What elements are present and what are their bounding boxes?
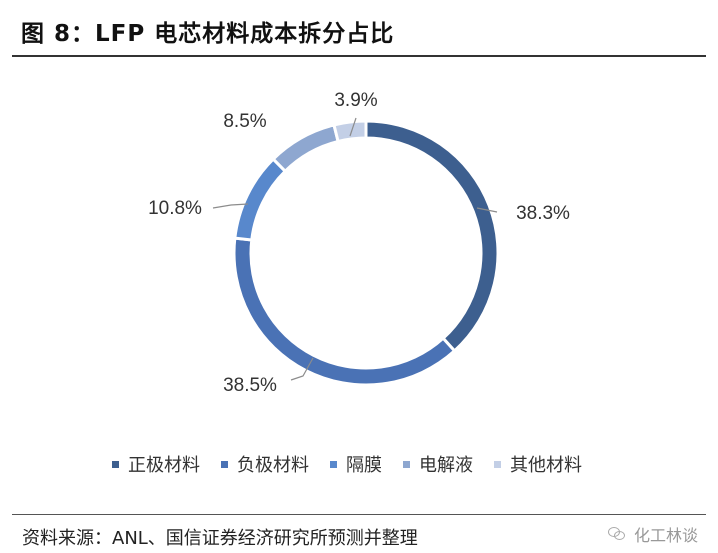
data-label: 8.5% [223, 111, 266, 132]
data-label: 3.9% [334, 90, 377, 111]
watermark: 化工林谈 [607, 522, 698, 546]
donut-slice [364, 119, 500, 354]
donut-chart: 38.3% 38.5% 10.8% 8.5% 3.9% [148, 90, 570, 396]
donut-slice [233, 156, 288, 242]
data-label: 38.3% [516, 203, 570, 224]
source-divider [12, 514, 706, 515]
wechat-icon [607, 527, 626, 541]
chart-title: 图 8：LFP 电芯材料成本拆分占比 [21, 21, 395, 47]
donut-slice [332, 119, 368, 144]
legend-swatch [494, 460, 501, 468]
legend-item: 电解液 [403, 451, 473, 477]
donut-slice [271, 123, 340, 174]
donut-slices [232, 119, 500, 387]
legend-item: 其他材料 [494, 451, 582, 477]
donut-slice [232, 236, 457, 387]
legend: 正极材料 负极材料 隔膜 电解液 其他材料 [112, 451, 712, 477]
legend-label: 正极材料 [128, 455, 200, 476]
legend-swatch [221, 460, 228, 468]
leader-line [349, 117, 357, 137]
legend-label: 隔膜 [346, 455, 382, 476]
data-labels: 38.3% 38.5% 10.8% 8.5% 3.9% [148, 90, 570, 396]
leader-line [290, 357, 314, 381]
legend-swatch [330, 460, 337, 468]
legend-item: 负极材料 [221, 451, 309, 477]
leader-line [212, 203, 249, 209]
source-note: 资料来源：ANL、国信证券经济研究所预测并整理 [22, 528, 418, 549]
legend-label: 负极材料 [237, 455, 309, 476]
legend-item: 正极材料 [112, 451, 200, 477]
data-label: 38.5% [223, 375, 277, 396]
legend-item: 隔膜 [330, 451, 382, 477]
legend-swatch [403, 460, 410, 468]
title-divider [12, 55, 706, 57]
legend-label: 其他材料 [510, 455, 582, 476]
leader-line [476, 207, 498, 213]
legend-label: 电解液 [419, 455, 473, 476]
legend-swatch [112, 460, 119, 468]
data-label: 10.8% [148, 198, 202, 219]
label-leaders [212, 117, 498, 381]
watermark-text: 化工林谈 [633, 526, 698, 545]
